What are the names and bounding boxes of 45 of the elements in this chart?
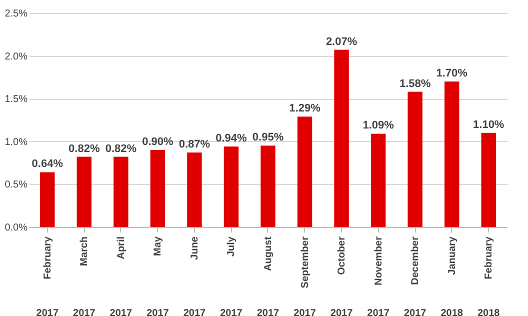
category-label: November 2017 [367,236,390,316]
bar [444,81,460,227]
bar [187,152,202,227]
data-label: 1.10% [473,118,504,131]
data-label: 1.29% [289,102,321,115]
data-label: 0.87% [178,138,210,151]
bar [334,50,349,227]
category-label: August 2017 [256,236,280,316]
data-label: 0.82% [105,142,137,155]
bar [481,132,496,227]
data-label: 1.58% [399,78,431,90]
y-tick-label: 0.0% [4,222,28,234]
data-label: 1.70% [436,67,468,80]
category-label: September 2017 [294,236,316,316]
y-tick-label: 0.5% [4,180,28,191]
category-label: January 2018 [440,236,463,316]
category-label: April 2017 [110,236,132,316]
data-label: 0.64% [32,158,64,170]
category-label: June 2017 [183,236,206,316]
category-label: December 2017 [404,236,426,316]
bar [408,92,422,227]
y-tick-label: 2.0% [4,51,28,62]
y-tick-label: 1.0% [4,136,28,148]
category-label: February 2017 [36,236,59,316]
bar [150,150,166,227]
data-label: 0.95% [252,132,284,144]
category-label: March 2017 [73,236,96,316]
category-label: May 2017 [146,236,169,316]
y-tick-label: 1.5% [4,94,28,106]
bar [260,146,276,227]
data-label: 0.82% [68,142,100,155]
bar [370,134,386,227]
data-label: 2.07% [326,36,358,48]
bar [76,156,92,227]
data-label: 0.94% [216,132,248,145]
bar [224,146,239,227]
category-label: October 2017 [330,236,353,316]
category-label: July 2017 [220,236,242,316]
category-label: February 2018 [477,236,500,316]
bar [297,116,312,227]
data-label: 0.90% [142,136,174,148]
data-label: 1.09% [362,120,394,132]
bar [40,172,55,227]
y-tick-label: 2.5% [4,8,28,20]
bar [114,156,128,227]
